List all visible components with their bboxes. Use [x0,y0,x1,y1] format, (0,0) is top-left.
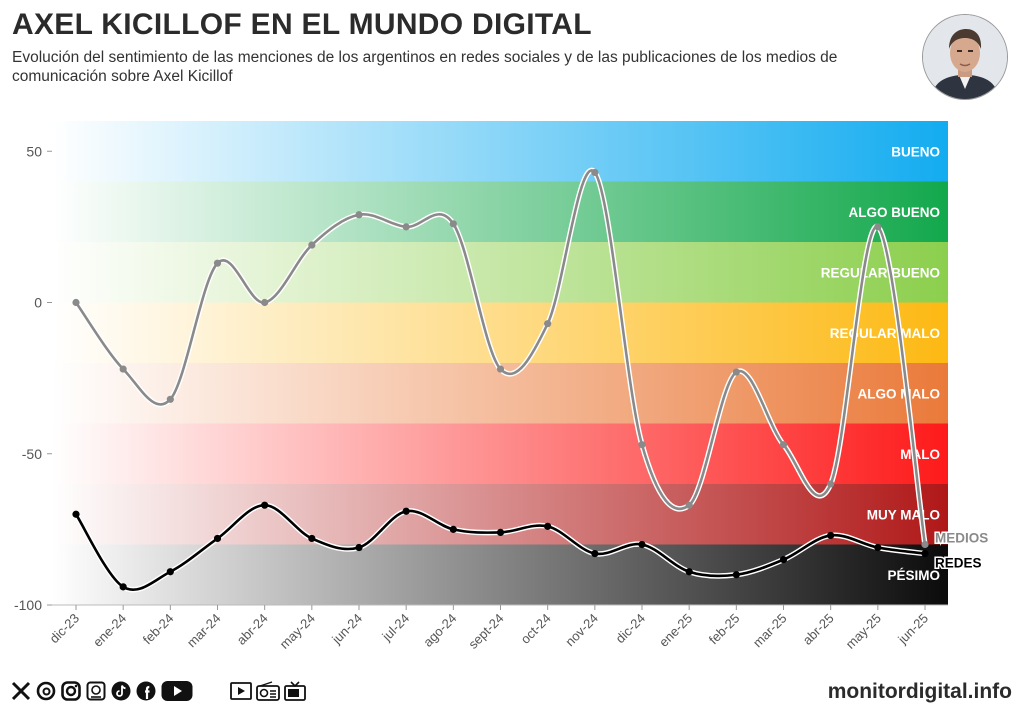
x-tick-label: dic-24 [612,611,648,647]
x-tick-label: feb-24 [140,611,177,648]
band-fade-overlay [52,121,948,605]
page-subtitle: Evolución del sentimiento de las mencion… [12,49,838,85]
medios-point-nov-24 [591,168,599,177]
medios-point-jul-24 [402,223,410,231]
redes-point-jun-24 [355,543,363,552]
redes-point-jul-24 [402,507,410,515]
medios-point-oct-24 [544,320,552,328]
x-tick-label: mar-25 [750,611,790,651]
x-tick-label: may-25 [843,611,884,652]
band-label: REGULAR MALO [830,326,940,341]
medios-point-abr-25 [827,480,835,488]
x-tick-label: abr-25 [800,611,837,648]
site-url[interactable]: monitordigital.info [827,680,1012,703]
redes-point-feb-25 [732,571,740,579]
band-label: MUY MALO [867,507,940,522]
medios-point-may-25 [874,223,882,231]
social-icons [10,679,306,703]
avatar [922,14,1008,100]
x-tick-label: abr-24 [234,611,271,648]
redes-point-mar-24 [213,534,222,543]
tiktok-icon[interactable] [110,680,132,702]
redes-point-abr-24 [261,501,269,509]
medios-point-ene-25 [685,501,693,509]
redes-point-jun-25 [921,549,929,558]
redes-point-abr-25 [827,531,835,540]
medios-series-label: MEDIOS [935,531,988,546]
medios-point-ago-24 [449,220,457,228]
band-label: ALGO BUENO [848,205,940,220]
x-tick-label: ago-24 [420,611,459,650]
redes-series-label: REDES [935,556,982,571]
tv-icon[interactable] [284,680,306,702]
x-tick-label: jun-25 [894,611,931,648]
medios-point-may-24 [308,241,316,249]
x-tick-label: jun-24 [328,611,365,648]
portrait-image [923,15,1007,99]
y-tick-label: -100 [14,597,42,613]
series-labels: MEDIOS REDES [934,529,990,572]
x-tick-label: may-24 [277,611,318,652]
redes-point-may-24 [308,534,316,543]
news-icon[interactable] [85,680,107,702]
medios-point-jun-25 [921,540,929,549]
x-tick-label: nov-24 [562,611,601,650]
x-tick-label: mar-24 [184,611,224,651]
band-label: MALO [900,447,940,462]
medios-point-jun-24 [355,211,363,219]
medios-point-feb-25 [732,368,740,376]
medios-point-mar-25 [779,441,788,449]
medios-point-abr-24 [261,298,269,307]
y-tick-label: 0 [34,295,42,311]
redes-point-dic-24 [638,540,646,549]
medios-point-mar-24 [213,259,222,267]
x-tick-label: feb-25 [706,611,743,648]
redes-point-may-25 [874,543,882,552]
instagram-icon[interactable] [60,680,82,702]
band-label: PÉSIMO [887,568,940,583]
medios-point-feb-24 [166,395,174,403]
medios-point-dic-24 [638,441,646,449]
x-icon[interactable] [10,680,32,702]
redes-point-ene-25 [685,568,693,576]
x-tick-label: ene-25 [656,611,695,650]
band-label: ALGO MALO [858,386,941,401]
page-title: AXEL KICILLOF EN EL MUNDO DIGITAL [12,8,592,41]
medios-point-ene-24 [119,365,127,373]
y-tick-label: 50 [26,143,42,159]
redes-point-sept-24 [496,528,505,537]
facebook-icon[interactable] [135,680,157,702]
x-tick-label: oct-24 [518,611,554,647]
redes-point-oct-24 [544,522,552,530]
series-points [72,168,929,591]
redes-point-ene-24 [119,583,127,591]
sentiment-bands [52,121,948,605]
youtube-icon[interactable] [160,680,194,702]
redes-point-mar-25 [779,556,788,564]
threads-icon[interactable] [35,680,57,702]
x-tick-label: dic-23 [46,611,82,647]
y-tick-label: -50 [22,446,42,462]
medios-point-sept-24 [496,365,505,373]
radio-icon[interactable] [255,680,281,702]
x-tick-label: ene-24 [90,611,129,650]
x-tick-label: jul-24 [378,611,412,645]
medios-point-dic-23 [72,298,80,307]
video-icon[interactable] [230,680,252,702]
redes-point-feb-24 [166,568,174,576]
band-label: REGULAR BUENO [821,265,940,280]
redes-point-nov-24 [591,549,599,558]
redes-point-dic-23 [72,510,80,518]
x-tick-label: sept-24 [465,611,506,652]
redes-point-ago-24 [449,525,457,533]
band-label: BUENO [891,144,940,159]
